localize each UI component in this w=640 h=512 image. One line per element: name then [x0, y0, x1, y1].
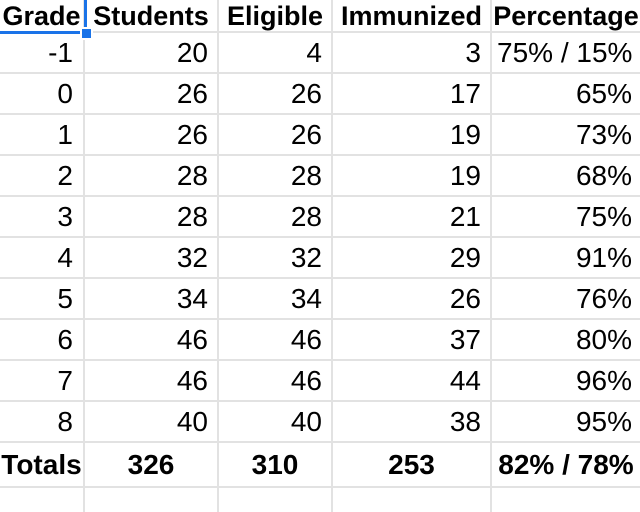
selection-fill-handle[interactable] — [80, 27, 93, 40]
cell-percentage-row-9[interactable]: 95% — [492, 402, 640, 443]
cell-immunized-row-8[interactable]: 44 — [333, 361, 492, 402]
cell-grade-row-4[interactable]: 3 — [0, 197, 85, 238]
cell-grade-row-5[interactable]: 4 — [0, 238, 85, 279]
cell-eligible-row-8[interactable]: 46 — [219, 361, 333, 402]
selection-border-right — [84, 0, 87, 33]
cell-immunized-empty[interactable] — [333, 488, 492, 512]
cell-immunized-row-5[interactable]: 29 — [333, 238, 492, 279]
cell-percentage-row-5[interactable]: 91% — [492, 238, 640, 279]
cell-percentage-row-6[interactable]: 76% — [492, 279, 640, 320]
cell-grade-row-9[interactable]: 8 — [0, 402, 85, 443]
cell-percentage-row-0[interactable]: 75% / 15% — [492, 33, 640, 74]
cell-students-row-7[interactable]: 46 — [85, 320, 219, 361]
cell-eligible-row-4[interactable]: 28 — [219, 197, 333, 238]
cell-students-row-10[interactable]: 326 — [85, 443, 219, 488]
cell-percentage-row-2[interactable]: 73% — [492, 115, 640, 156]
cell-immunized-row-10[interactable]: 253 — [333, 443, 492, 488]
cell-percentage-row-3[interactable]: 68% — [492, 156, 640, 197]
cell-percentage-row-7[interactable]: 80% — [492, 320, 640, 361]
cell-eligible-row-3[interactable]: 28 — [219, 156, 333, 197]
cell-eligible-row-5[interactable]: 32 — [219, 238, 333, 279]
cell-students-row-1[interactable]: 26 — [85, 74, 219, 115]
cell-students-row-8[interactable]: 46 — [85, 361, 219, 402]
cell-immunized-row-3[interactable]: 19 — [333, 156, 492, 197]
cell-eligible-row-7[interactable]: 46 — [219, 320, 333, 361]
cell-immunized-row-1[interactable]: 17 — [333, 74, 492, 115]
cell-students-row-2[interactable]: 26 — [85, 115, 219, 156]
cell-immunized-row-4[interactable]: 21 — [333, 197, 492, 238]
cell-grade-row-8[interactable]: 7 — [0, 361, 85, 402]
cell-immunized-row-0[interactable]: 3 — [333, 33, 492, 74]
header-cell-percentage[interactable]: Percentage — [492, 0, 640, 33]
cell-students-row-9[interactable]: 40 — [85, 402, 219, 443]
cell-grade-row-10[interactable]: Totals — [0, 443, 85, 488]
cell-grade-row-1[interactable]: 0 — [0, 74, 85, 115]
cell-grade-row-6[interactable]: 5 — [0, 279, 85, 320]
cell-immunized-row-7[interactable]: 37 — [333, 320, 492, 361]
cell-students-empty[interactable] — [85, 488, 219, 512]
cell-grade-row-3[interactable]: 2 — [0, 156, 85, 197]
cell-percentage-row-8[interactable]: 96% — [492, 361, 640, 402]
cell-eligible-row-10[interactable]: 310 — [219, 443, 333, 488]
header-cell-students[interactable]: Students — [85, 0, 219, 33]
cell-grade-empty[interactable] — [0, 488, 85, 512]
cell-immunized-row-6[interactable]: 26 — [333, 279, 492, 320]
cell-immunized-row-2[interactable]: 19 — [333, 115, 492, 156]
cell-students-row-4[interactable]: 28 — [85, 197, 219, 238]
cell-percentage-row-1[interactable]: 65% — [492, 74, 640, 115]
cell-percentage-row-10[interactable]: 82% / 78% — [492, 443, 640, 488]
header-cell-immunized[interactable]: Immunized — [333, 0, 492, 33]
cell-grade-row-2[interactable]: 1 — [0, 115, 85, 156]
cell-percentage-row-4[interactable]: 75% — [492, 197, 640, 238]
cell-students-row-6[interactable]: 34 — [85, 279, 219, 320]
cell-eligible-row-6[interactable]: 34 — [219, 279, 333, 320]
cell-eligible-row-0[interactable]: 4 — [219, 33, 333, 74]
cell-eligible-row-2[interactable]: 26 — [219, 115, 333, 156]
cell-students-row-0[interactable]: 20 — [85, 33, 219, 74]
cell-immunized-row-9[interactable]: 38 — [333, 402, 492, 443]
cell-eligible-row-9[interactable]: 40 — [219, 402, 333, 443]
cell-students-row-5[interactable]: 32 — [85, 238, 219, 279]
header-cell-eligible[interactable]: Eligible — [219, 0, 333, 33]
cell-students-row-3[interactable]: 28 — [85, 156, 219, 197]
cell-grade-row-0[interactable]: -1 — [0, 33, 85, 74]
cell-eligible-empty[interactable] — [219, 488, 333, 512]
cell-grade-row-7[interactable]: 6 — [0, 320, 85, 361]
header-cell-grade[interactable]: Grade — [0, 0, 85, 33]
cell-percentage-empty[interactable] — [492, 488, 640, 512]
selection-border-bottom — [0, 31, 86, 34]
cell-eligible-row-1[interactable]: 26 — [219, 74, 333, 115]
